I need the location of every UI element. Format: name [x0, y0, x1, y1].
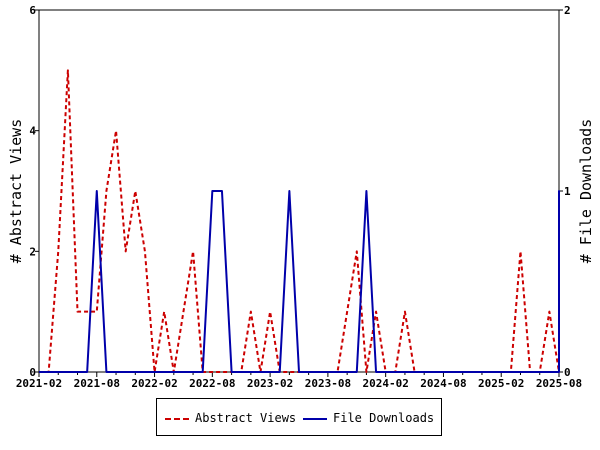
y-tick-label-left: 4 — [29, 125, 36, 138]
x-tick-label: 2022-02 — [131, 377, 177, 390]
y-axis-left: 0 2 4 6 — [29, 4, 39, 379]
series-layer — [39, 69, 560, 373]
y-tick-label-right: 1 — [564, 185, 571, 198]
legend-item-file-downloads: File Downloads — [303, 411, 434, 425]
x-tick-label: 2025-02 — [478, 377, 524, 390]
x-tick-label: 2021-08 — [74, 377, 120, 390]
x-tick-label: 2021-02 — [16, 377, 62, 390]
y-tick-label-right: 0 — [564, 366, 571, 379]
x-tick-label: 2023-02 — [247, 377, 293, 390]
x-tick-label: 2025-08 — [536, 377, 582, 390]
legend: Abstract Views File Downloads — [156, 398, 442, 436]
x-axis: 2021-02 2021-08 2022-02 2022-08 2023-02 2023-… — [16, 372, 582, 390]
y-axis-title-right: # File Downloads — [577, 119, 595, 264]
x-tick-label: 2024-08 — [420, 377, 466, 390]
legend-label-abstract-views: Abstract Views — [195, 411, 297, 425]
y-tick-label-left: 2 — [29, 245, 36, 258]
y-tick-label-right: 2 — [564, 4, 571, 17]
x-tick-label: 2024-02 — [362, 377, 408, 390]
series-line-file-downloads — [39, 190, 560, 373]
x-tick-label: 2022-08 — [189, 377, 235, 390]
y-axis-right: 0 1 2 — [559, 4, 571, 379]
plot-frame — [38, 9, 560, 373]
legend-item-abstract-views: Abstract Views — [165, 411, 296, 425]
legend-swatch-file-downloads — [303, 417, 327, 420]
legend-swatch-abstract-views — [165, 417, 189, 420]
series-line-abstract-views — [39, 69, 560, 373]
y-tick-label-left: 0 — [29, 366, 36, 379]
y-axis-title-left: # Abstract Views — [7, 119, 25, 264]
y-tick-label-left: 6 — [29, 4, 36, 17]
x-tick-label: 2023-08 — [305, 377, 351, 390]
legend-label-file-downloads: File Downloads — [333, 411, 435, 425]
